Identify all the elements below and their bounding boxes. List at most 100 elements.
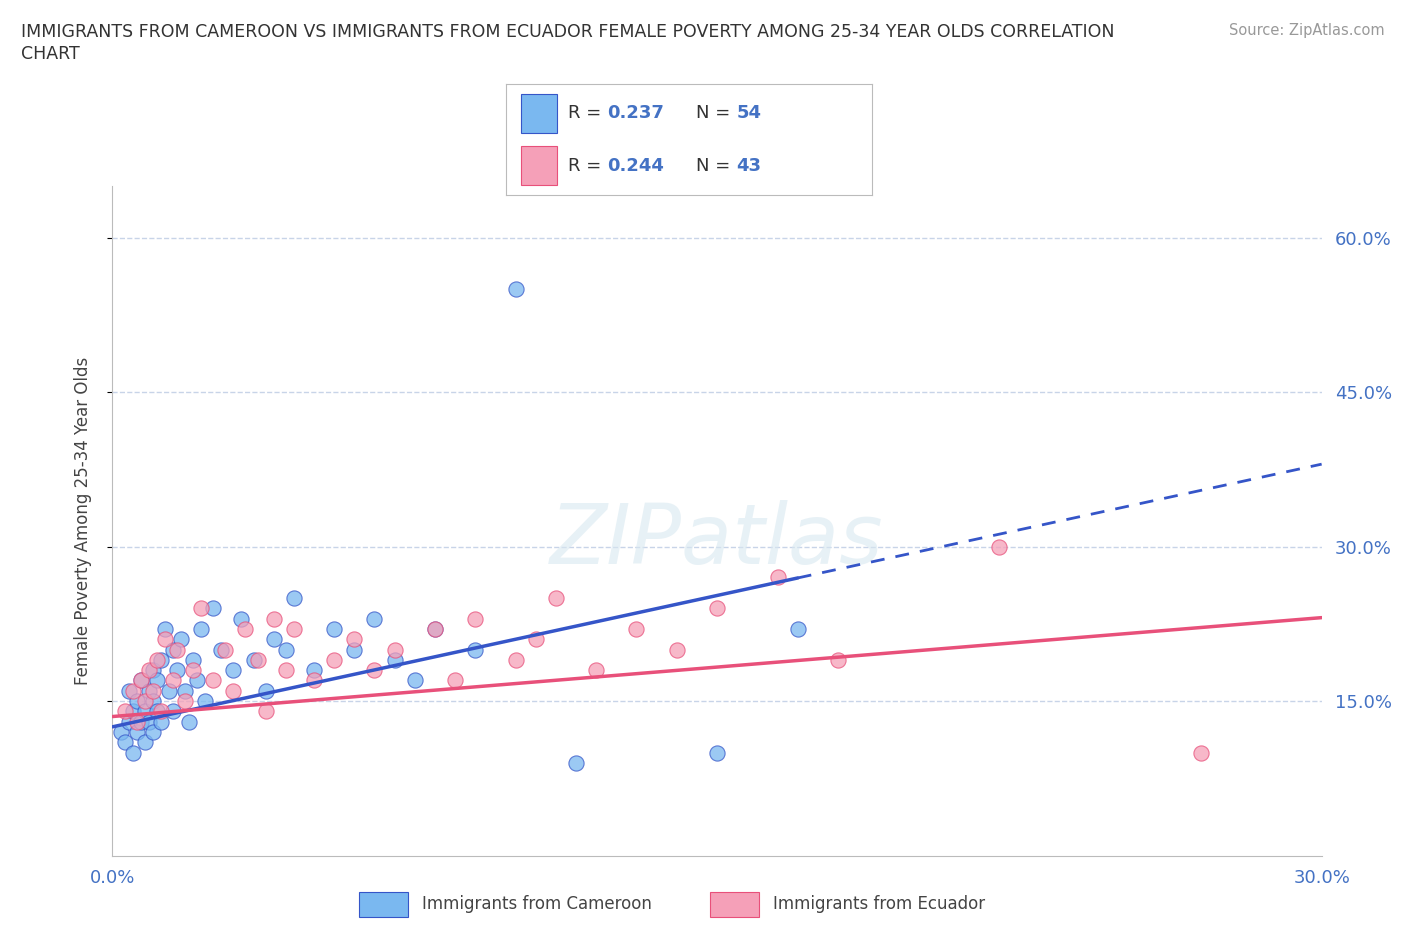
Text: 0.244: 0.244 <box>607 157 664 175</box>
Point <box>222 663 245 678</box>
Point <box>174 694 197 709</box>
Point <box>626 621 648 636</box>
Point <box>202 673 225 688</box>
Text: Immigrants from Ecuador: Immigrants from Ecuador <box>773 896 986 913</box>
Point <box>162 673 184 688</box>
Point <box>181 663 204 678</box>
Point <box>222 684 245 698</box>
Point <box>153 631 176 646</box>
Point <box>174 684 197 698</box>
Point <box>423 621 446 636</box>
Point <box>505 653 527 668</box>
Point <box>153 621 176 636</box>
FancyBboxPatch shape <box>520 146 557 185</box>
Text: R =: R = <box>568 104 607 122</box>
Point <box>129 673 152 688</box>
Point <box>585 663 607 678</box>
Text: CHART: CHART <box>21 45 80 62</box>
Point <box>125 724 148 739</box>
Point <box>988 539 1011 554</box>
FancyBboxPatch shape <box>710 892 759 917</box>
Text: Immigrants from Cameroon: Immigrants from Cameroon <box>422 896 651 913</box>
Point <box>177 714 200 729</box>
Point <box>209 642 232 657</box>
Point <box>125 694 148 709</box>
Point <box>323 621 346 636</box>
Point <box>444 673 467 688</box>
Point <box>214 642 236 657</box>
Point <box>149 704 172 719</box>
Text: ZIPatlas: ZIPatlas <box>550 500 884 581</box>
Point <box>363 611 385 626</box>
Point <box>190 621 212 636</box>
Point <box>142 694 165 709</box>
Point <box>181 653 204 668</box>
Point <box>170 631 193 646</box>
Point <box>162 642 184 657</box>
Point <box>146 704 169 719</box>
FancyBboxPatch shape <box>359 892 408 917</box>
Point <box>125 714 148 729</box>
Point <box>254 684 277 698</box>
Point <box>121 704 143 719</box>
Point <box>343 631 366 646</box>
Point <box>166 642 188 657</box>
Point <box>242 653 264 668</box>
Point <box>138 663 160 678</box>
Point <box>384 653 406 668</box>
Point <box>186 673 208 688</box>
Point <box>524 631 547 646</box>
Point <box>194 694 217 709</box>
Point <box>263 611 285 626</box>
Point <box>254 704 277 719</box>
Point <box>146 673 169 688</box>
Point <box>706 745 728 760</box>
Point <box>283 621 305 636</box>
Point <box>202 601 225 616</box>
Point <box>231 611 253 626</box>
Point <box>162 704 184 719</box>
Point <box>134 735 156 750</box>
Text: N =: N = <box>696 104 737 122</box>
Point <box>142 724 165 739</box>
Point <box>110 724 132 739</box>
Text: R =: R = <box>568 157 607 175</box>
Point <box>117 714 139 729</box>
Text: 43: 43 <box>737 157 762 175</box>
Text: N =: N = <box>696 157 737 175</box>
Point <box>464 642 486 657</box>
Point <box>129 714 152 729</box>
Point <box>138 684 160 698</box>
Point <box>343 642 366 657</box>
Point <box>263 631 285 646</box>
Point <box>134 694 156 709</box>
Point <box>464 611 486 626</box>
FancyBboxPatch shape <box>520 94 557 133</box>
Point <box>121 745 143 760</box>
Point <box>157 684 180 698</box>
Point <box>505 282 527 297</box>
Point <box>544 591 567 605</box>
Point <box>786 621 808 636</box>
Point <box>166 663 188 678</box>
Point <box>114 704 136 719</box>
Point <box>565 755 588 770</box>
Point <box>404 673 426 688</box>
Point <box>706 601 728 616</box>
Point <box>274 642 297 657</box>
Point <box>117 684 139 698</box>
Point <box>323 653 346 668</box>
Text: 54: 54 <box>737 104 762 122</box>
Point <box>114 735 136 750</box>
Text: 0.237: 0.237 <box>607 104 664 122</box>
Point <box>274 663 297 678</box>
Y-axis label: Female Poverty Among 25-34 Year Olds: Female Poverty Among 25-34 Year Olds <box>73 357 91 684</box>
Point <box>283 591 305 605</box>
Point <box>827 653 849 668</box>
Point <box>149 653 172 668</box>
Point <box>235 621 257 636</box>
Text: IMMIGRANTS FROM CAMEROON VS IMMIGRANTS FROM ECUADOR FEMALE POVERTY AMONG 25-34 Y: IMMIGRANTS FROM CAMEROON VS IMMIGRANTS F… <box>21 23 1115 41</box>
Point <box>146 653 169 668</box>
Point <box>302 663 325 678</box>
Point <box>384 642 406 657</box>
